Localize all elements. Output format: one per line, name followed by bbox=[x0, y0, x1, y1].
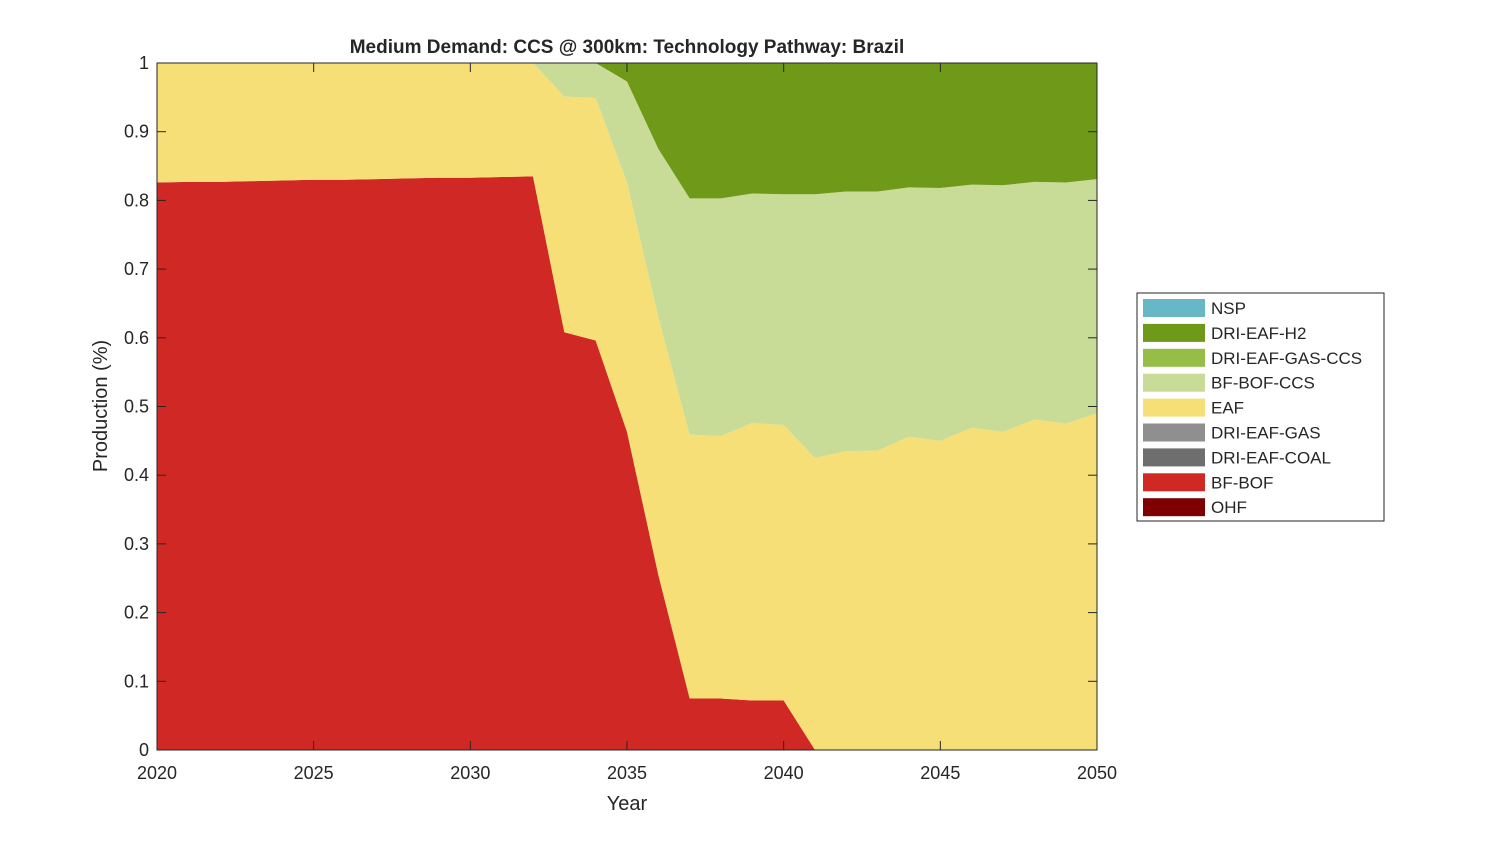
x-tick-label: 2035 bbox=[607, 763, 647, 783]
plot-areas bbox=[157, 63, 1097, 751]
area-bf-bof-ccs bbox=[157, 63, 1097, 459]
legend-swatch bbox=[1143, 299, 1205, 317]
y-tick-label: 0 bbox=[139, 740, 149, 760]
y-tick-label: 0.8 bbox=[124, 190, 149, 210]
legend-item-eaf: EAF bbox=[1143, 398, 1244, 418]
legend-swatch bbox=[1143, 498, 1205, 517]
y-axis-label: Production (%) bbox=[90, 340, 112, 472]
legend-label: DRI-EAF-COAL bbox=[1211, 448, 1331, 467]
legend-swatch bbox=[1143, 473, 1205, 492]
area-bf-bof bbox=[157, 176, 1097, 751]
legend-item-nsp: NSP bbox=[1143, 299, 1246, 318]
y-tick-label: 0.5 bbox=[124, 397, 149, 417]
legend-label: BF-BOF-CCS bbox=[1211, 374, 1315, 393]
legend-swatch bbox=[1143, 348, 1205, 367]
y-tick-label: 0.7 bbox=[124, 259, 149, 279]
y-tick-label: 0.9 bbox=[124, 122, 149, 142]
legend-label: EAF bbox=[1211, 399, 1244, 418]
legend-item-dri-eaf-gas-ccs: DRI-EAF-GAS-CCS bbox=[1143, 348, 1362, 368]
x-tick-label: 2020 bbox=[137, 763, 177, 783]
x-tick-label: 2040 bbox=[764, 763, 804, 783]
legend-item-dri-eaf-gas: DRI-EAF-GAS bbox=[1143, 423, 1321, 443]
y-tick-label: 0.2 bbox=[124, 603, 149, 623]
legend-label: OHF bbox=[1211, 498, 1247, 517]
legend-swatch bbox=[1143, 398, 1205, 417]
legend-swatch bbox=[1143, 323, 1205, 342]
legend-swatch bbox=[1143, 423, 1205, 442]
x-tick-label: 2030 bbox=[450, 763, 490, 783]
legend-label: DRI-EAF-GAS bbox=[1211, 424, 1321, 443]
y-tick-label: 0.3 bbox=[124, 534, 149, 554]
y-tick-label: 0.6 bbox=[124, 328, 149, 348]
legend-item-dri-eaf-coal: DRI-EAF-COAL bbox=[1143, 448, 1331, 467]
legend-item-bf-bof-ccs: BF-BOF-CCS bbox=[1143, 373, 1315, 393]
legend-swatch bbox=[1143, 373, 1205, 392]
legend-label: DRI-EAF-GAS-CCS bbox=[1211, 349, 1362, 368]
legend-swatch bbox=[1143, 448, 1205, 467]
x-axis-label: Year bbox=[607, 793, 648, 815]
legend-item-bf-bof: BF-BOF bbox=[1143, 473, 1273, 492]
axis-ticks: 2020 2025 2030 2035 2040 2045 2050 0 0.1 0.2 0.3 0.… bbox=[124, 53, 1117, 783]
legend-item-ohf: OHF bbox=[1143, 498, 1247, 517]
area-eaf bbox=[157, 63, 1097, 750]
legend-item-dri-eaf-h2: DRI-EAF-H2 bbox=[1143, 323, 1306, 343]
legend-label: BF-BOF bbox=[1211, 473, 1273, 492]
y-tick-label: 0.1 bbox=[124, 671, 149, 691]
area-dri-eaf-h2 bbox=[157, 63, 1097, 199]
x-tick-label: 2045 bbox=[920, 763, 960, 783]
chart-title: Medium Demand: CCS @ 300km: Technology P… bbox=[350, 37, 905, 58]
legend-label: NSP bbox=[1211, 299, 1246, 318]
y-tick-label: 1 bbox=[139, 53, 149, 73]
legend-label: DRI-EAF-H2 bbox=[1211, 324, 1306, 343]
y-tick-label: 0.4 bbox=[124, 465, 149, 485]
legend: NSP DRI-EAF-H2 DRI-EAF-GAS-CCS BF-BOF-CCS EA… bbox=[1136, 292, 1385, 522]
x-tick-label: 2050 bbox=[1077, 763, 1117, 783]
x-tick-label: 2025 bbox=[294, 763, 334, 783]
